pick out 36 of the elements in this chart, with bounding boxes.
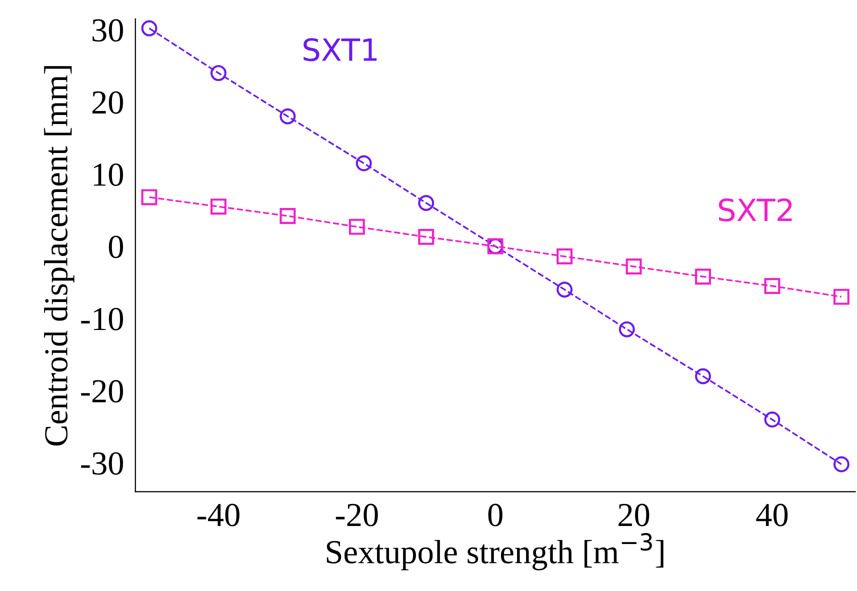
point xyxy=(618,321,635,338)
y-tick-label: 0 xyxy=(108,236,124,258)
y-tick-label: -10 xyxy=(81,308,124,330)
point xyxy=(210,198,226,215)
x-tick-label: -20 xyxy=(336,504,378,526)
point xyxy=(764,412,780,428)
y-tick-label: 30 xyxy=(92,19,124,42)
y-tick-label: 20 xyxy=(92,91,124,114)
point xyxy=(348,218,365,235)
y-axis-title: Centroid displacement [mm] xyxy=(44,66,74,446)
point xyxy=(280,208,296,224)
series-label: SXT1 xyxy=(304,38,377,62)
x-tick-label: 40 xyxy=(756,504,788,526)
point xyxy=(764,278,780,294)
point xyxy=(695,368,711,384)
point xyxy=(695,268,711,285)
x-tick-label: -40 xyxy=(197,504,240,526)
x-tick-label: 20 xyxy=(618,504,650,526)
point xyxy=(556,248,573,264)
y-tick-label: -30 xyxy=(81,452,124,475)
point xyxy=(418,228,434,245)
point xyxy=(141,189,158,206)
point xyxy=(356,155,372,172)
point xyxy=(556,282,573,298)
x-axis-title: Sextupole strength [m$^{−3}$] xyxy=(326,533,664,570)
point xyxy=(280,108,296,124)
y-tick-label: -20 xyxy=(81,380,124,403)
x-tick-label: 0 xyxy=(488,504,502,526)
point xyxy=(833,456,850,472)
point xyxy=(141,20,158,36)
point xyxy=(833,288,850,305)
y-tick-label: 10 xyxy=(94,164,124,186)
point xyxy=(418,194,434,211)
point xyxy=(210,65,226,82)
point xyxy=(626,258,642,274)
series-label: SXT2 xyxy=(718,198,792,222)
